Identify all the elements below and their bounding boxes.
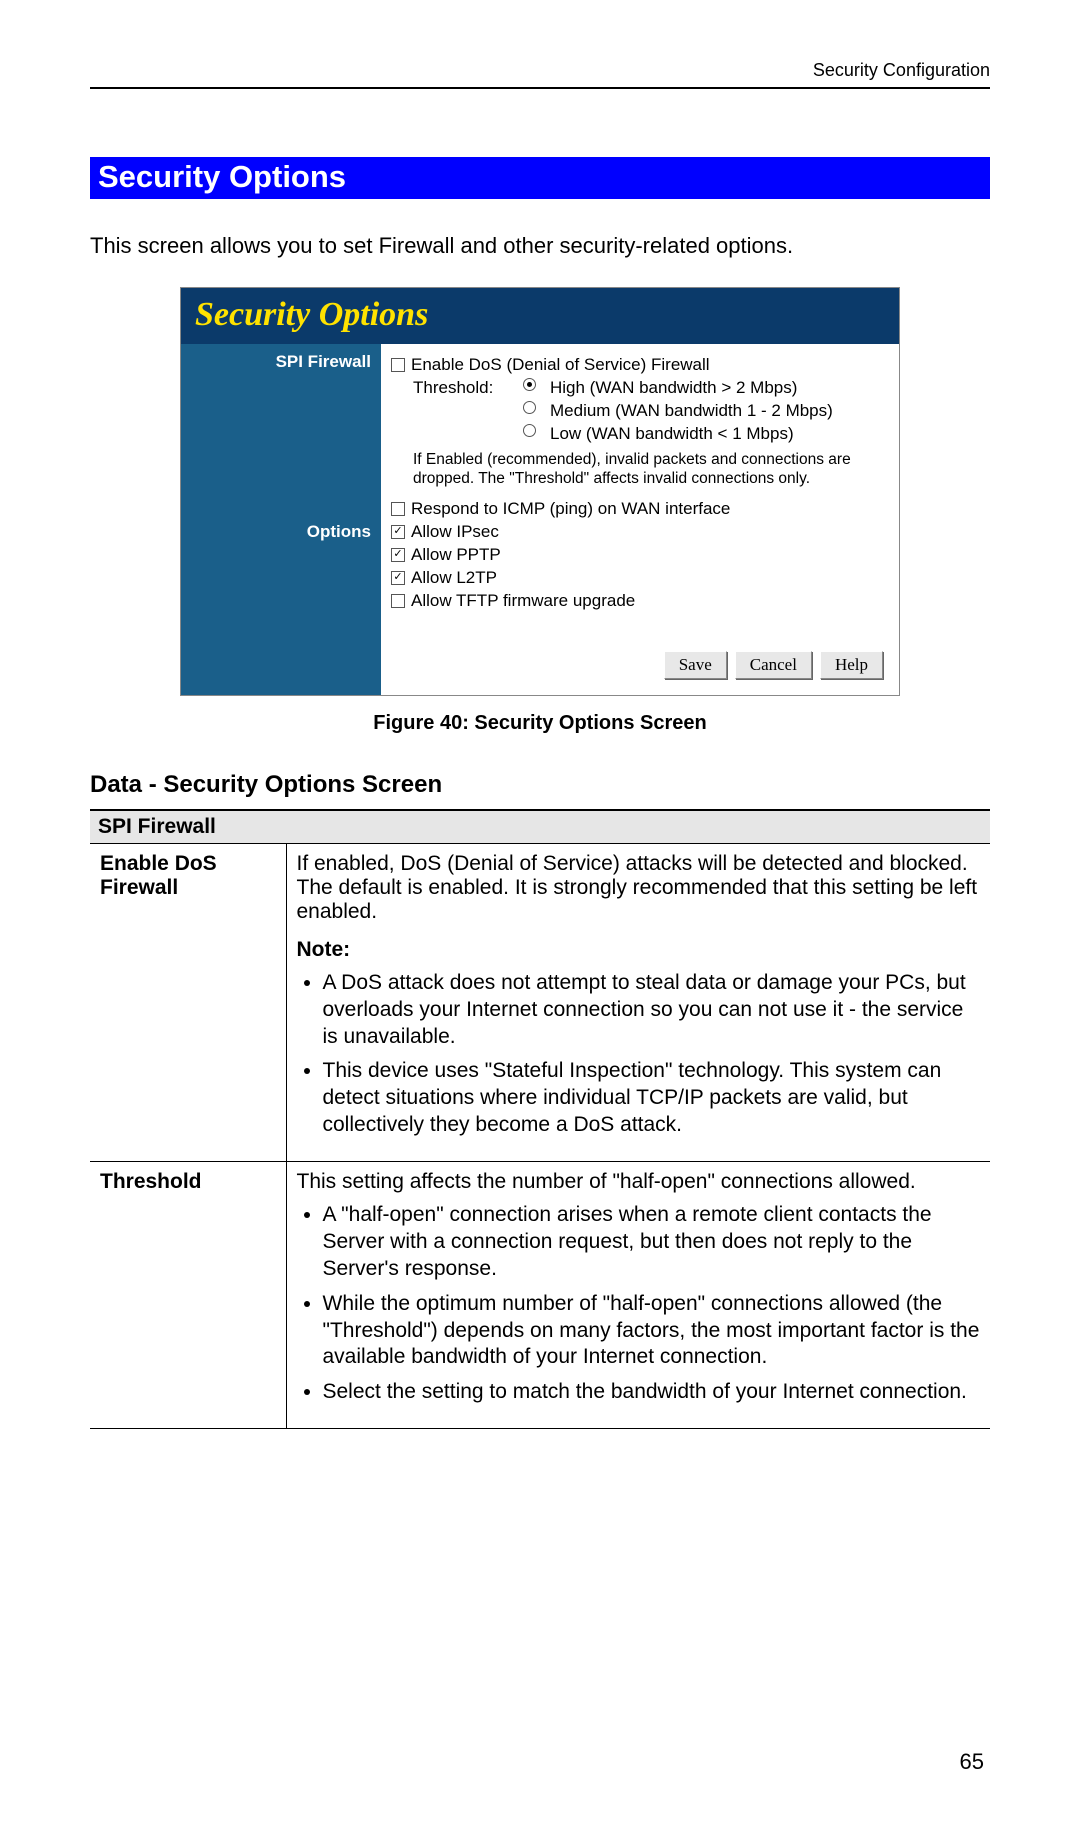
threshold-label: Threshold: bbox=[413, 378, 509, 398]
radio-threshold-low[interactable] bbox=[523, 424, 536, 437]
row2-bullet-2: While the optimum number of "half-open" … bbox=[323, 1291, 981, 1372]
checkbox-l2tp[interactable]: ✓ bbox=[391, 571, 405, 585]
sidebar-label-spi: SPI Firewall bbox=[191, 352, 371, 372]
row2-bullet-1: A "half-open" connection arises when a r… bbox=[323, 1202, 981, 1283]
section-title-bar: Security Options bbox=[90, 157, 990, 199]
screenshot-main-panel: Enable DoS (Denial of Service) Firewall … bbox=[381, 344, 899, 695]
sidebar-label-options: Options bbox=[191, 522, 371, 542]
label-ipsec: Allow IPsec bbox=[411, 522, 499, 542]
screenshot-titlebar: Security Options bbox=[181, 288, 899, 344]
firewall-help-text: If Enabled (recommended), invalid packet… bbox=[413, 450, 889, 489]
checkbox-icmp[interactable] bbox=[391, 502, 405, 516]
section-title: Security Options bbox=[98, 159, 346, 194]
checkbox-tftp[interactable] bbox=[391, 594, 405, 608]
checkbox-pptp[interactable]: ✓ bbox=[391, 548, 405, 562]
page-header-category: Security Configuration bbox=[90, 60, 990, 89]
security-options-screenshot: Security Options SPI Firewall Options En… bbox=[180, 287, 900, 696]
label-enable-dos: Enable DoS (Denial of Service) Firewall bbox=[411, 355, 710, 375]
row-threshold-desc: This setting affects the number of "half… bbox=[286, 1162, 990, 1429]
label-threshold-low: Low (WAN bandwidth < 1 Mbps) bbox=[550, 424, 794, 444]
label-pptp: Allow PPTP bbox=[411, 545, 501, 565]
label-threshold-high: High (WAN bandwidth > 2 Mbps) bbox=[550, 378, 797, 398]
intro-paragraph: This screen allows you to set Firewall a… bbox=[90, 233, 990, 259]
row2-desc-text: This setting affects the number of "half… bbox=[297, 1170, 981, 1194]
row-enable-dos-name: Enable DoS Firewall bbox=[90, 843, 286, 1161]
radio-threshold-high[interactable] bbox=[523, 378, 536, 391]
help-button[interactable]: Help bbox=[820, 651, 883, 679]
save-button[interactable]: Save bbox=[664, 651, 727, 679]
row1-bullet-1: A DoS attack does not attempt to steal d… bbox=[323, 970, 981, 1051]
table-header-spi: SPI Firewall bbox=[90, 810, 990, 844]
radio-threshold-medium[interactable] bbox=[523, 401, 536, 414]
label-l2tp: Allow L2TP bbox=[411, 568, 497, 588]
note-label: Note: bbox=[297, 938, 981, 962]
label-tftp: Allow TFTP firmware upgrade bbox=[411, 591, 635, 611]
row2-bullet-3: Select the setting to match the bandwidt… bbox=[323, 1379, 981, 1406]
cancel-button[interactable]: Cancel bbox=[735, 651, 812, 679]
label-icmp: Respond to ICMP (ping) on WAN interface bbox=[411, 499, 730, 519]
row-threshold-name: Threshold bbox=[90, 1162, 286, 1429]
data-section-heading: Data - Security Options Screen bbox=[90, 771, 990, 799]
data-table: SPI Firewall Enable DoS Firewall If enab… bbox=[90, 809, 990, 1429]
label-threshold-medium: Medium (WAN bandwidth 1 - 2 Mbps) bbox=[550, 401, 833, 421]
figure-caption: Figure 40: Security Options Screen bbox=[90, 712, 990, 735]
page-number: 65 bbox=[960, 1749, 984, 1775]
checkbox-enable-dos[interactable] bbox=[391, 358, 405, 372]
checkbox-ipsec[interactable]: ✓ bbox=[391, 525, 405, 539]
row1-bullet-2: This device uses "Stateful Inspection" t… bbox=[323, 1058, 981, 1139]
row1-desc-text: If enabled, DoS (Denial of Service) atta… bbox=[297, 852, 981, 924]
screenshot-sidebar: SPI Firewall Options bbox=[181, 344, 381, 695]
row-enable-dos-desc: If enabled, DoS (Denial of Service) atta… bbox=[286, 843, 990, 1161]
